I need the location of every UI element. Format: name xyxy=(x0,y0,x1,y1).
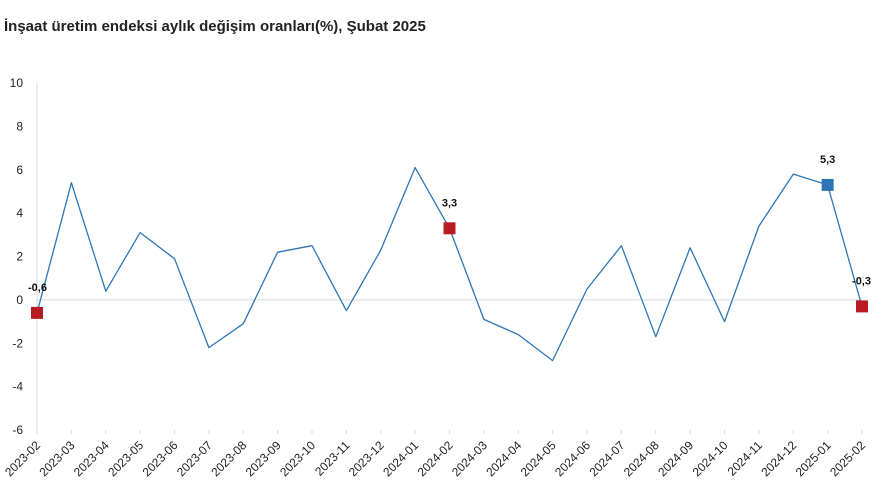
x-tick-label: 2024-11 xyxy=(725,438,766,479)
x-tick-label: 2023-09 xyxy=(243,438,284,479)
x-tick-label: 2024-01 xyxy=(380,438,421,479)
x-tick-label: 2024-06 xyxy=(552,438,593,479)
highlight-marker xyxy=(821,178,834,191)
highlight-marker xyxy=(443,222,456,235)
highlight-marker xyxy=(856,300,868,313)
x-tick-label: 2025-02 xyxy=(827,438,868,479)
y-tick-label: 4 xyxy=(16,206,23,220)
data-label: -0,6 xyxy=(28,282,47,294)
y-tick-label: 0 xyxy=(16,293,23,307)
y-tick-label: 6 xyxy=(16,163,23,177)
x-tick-label: 2023-12 xyxy=(346,438,387,479)
y-tick-label: -6 xyxy=(12,423,23,437)
x-tick-label: 2024-12 xyxy=(758,438,799,479)
x-tick-label: 2024-04 xyxy=(483,438,524,479)
x-tick-label: 2023-04 xyxy=(71,438,112,479)
data-label: 5,3 xyxy=(820,154,835,166)
x-tick-label: 2023-06 xyxy=(140,438,181,479)
highlight-marker xyxy=(31,306,43,319)
x-tick-label: 2023-02 xyxy=(2,438,43,479)
x-tick-label: 2023-10 xyxy=(277,438,318,479)
x-tick-label: 2024-03 xyxy=(449,438,490,479)
y-tick-label: 8 xyxy=(16,119,23,133)
chart-title: İnşaat üretim endeksi aylık değişim oran… xyxy=(4,18,426,35)
x-tick-label: 2024-02 xyxy=(415,438,456,479)
x-tick-label: 2023-07 xyxy=(174,438,215,479)
y-axis: -6 -4 -2 0 2 4 6 8 10 xyxy=(10,76,862,437)
x-tick-label: 2024-08 xyxy=(621,438,662,479)
marker-layer: -0,6 3,3 5,3 -0,3 xyxy=(28,154,871,319)
x-tick-label: 2023-05 xyxy=(105,438,146,479)
x-tick-label: 2024-05 xyxy=(518,438,559,479)
data-label: 3,3 xyxy=(442,197,457,209)
x-tick-label: 2025-01 xyxy=(793,438,834,479)
x-tick-label: 2024-09 xyxy=(655,438,696,479)
x-tick-label: 2024-10 xyxy=(690,438,731,479)
y-tick-label: -4 xyxy=(12,380,23,394)
x-tick-label: 2024-07 xyxy=(586,438,627,479)
y-tick-label: 10 xyxy=(10,76,24,90)
y-tick-label: -2 xyxy=(12,336,23,350)
x-tick-label: 2023-08 xyxy=(208,438,249,479)
x-axis: 2023-022023-032023-042023-052023-062023-… xyxy=(2,430,868,479)
x-tick-label: 2023-03 xyxy=(36,438,77,479)
x-tick-label: 2023-11 xyxy=(312,438,353,479)
y-tick-label: 2 xyxy=(16,250,23,264)
data-label: -0,3 xyxy=(852,275,871,287)
